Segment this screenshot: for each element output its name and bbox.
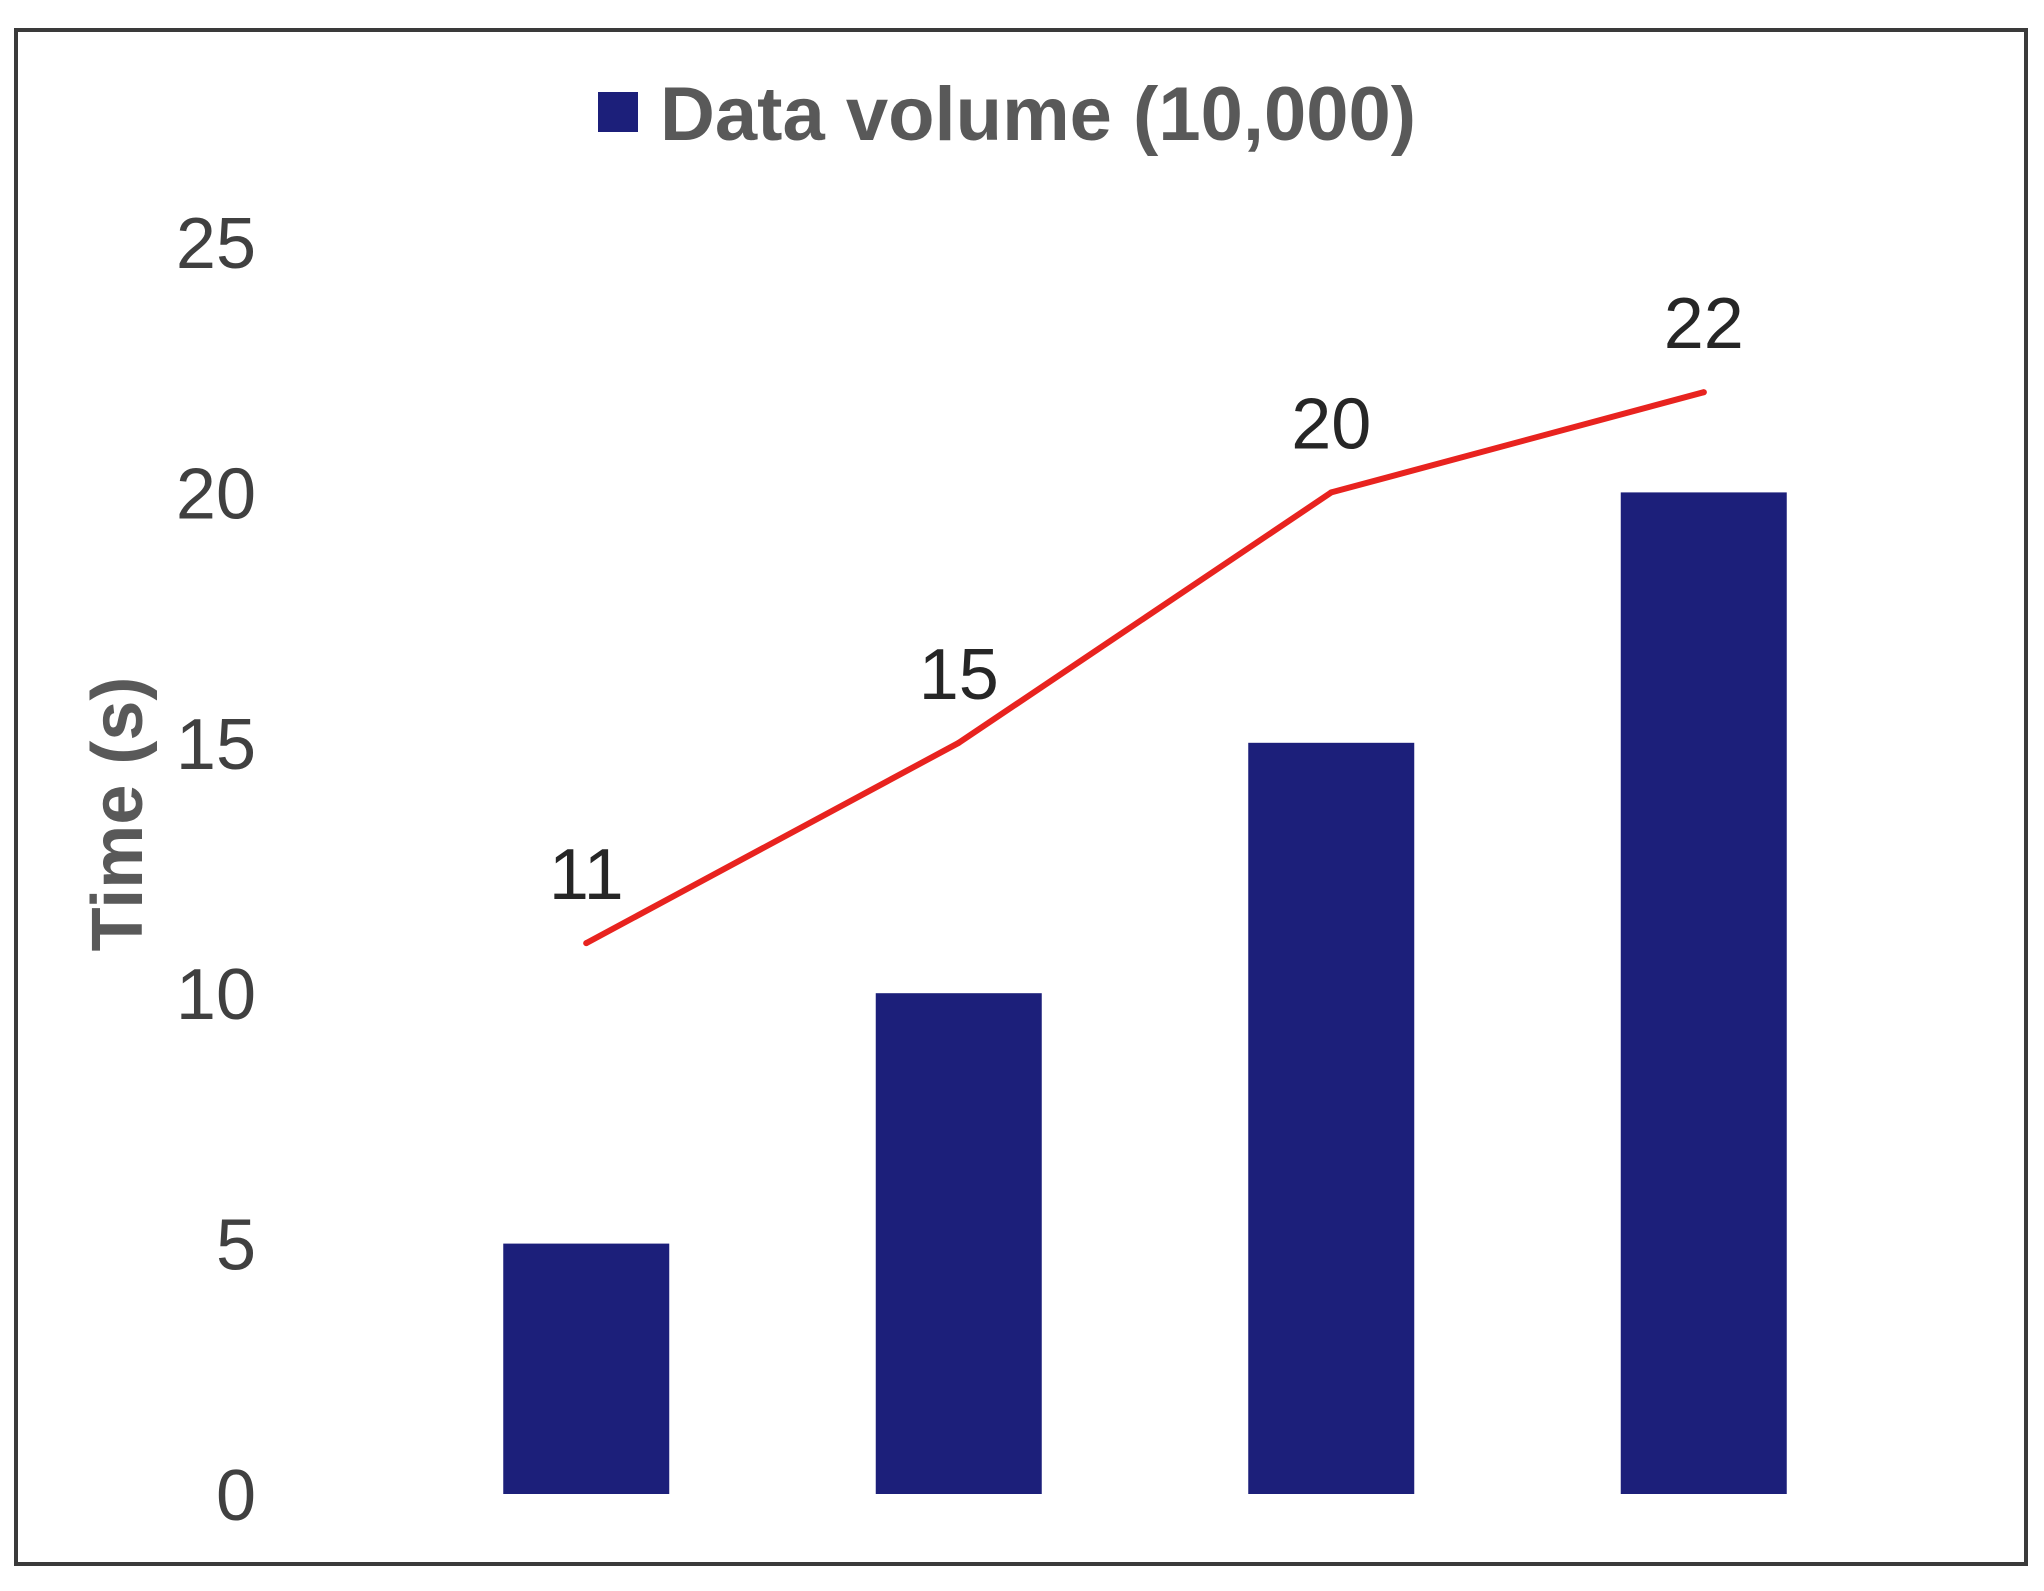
y-tick-label: 25	[176, 204, 256, 284]
y-tick-label: 15	[176, 705, 256, 785]
series-line	[583, 389, 1707, 947]
data-label: 11	[549, 835, 624, 915]
bar-series	[503, 492, 1787, 1494]
bar	[875, 993, 1042, 1494]
legend-label-data-volume: Data volume (10,000)	[660, 72, 1416, 157]
y-axis-ticks: 0 5 10 15 20 25	[176, 204, 256, 1536]
line-point	[955, 739, 962, 746]
y-tick-label: 5	[216, 1206, 256, 1286]
bar	[503, 1243, 670, 1494]
line-data-labels: 11 15 20 22	[549, 284, 1744, 915]
y-tick-label: 10	[176, 955, 256, 1035]
line-series	[583, 389, 1707, 947]
bar	[1620, 492, 1787, 1494]
line-point	[583, 940, 590, 947]
data-label: 22	[1664, 284, 1744, 364]
data-label: 15	[919, 635, 999, 715]
y-axis-title: Time (s)	[78, 677, 158, 952]
y-tick-label: 0	[216, 1456, 256, 1536]
y-tick-label: 20	[176, 454, 256, 534]
data-label: 20	[1291, 384, 1371, 464]
bar	[1248, 742, 1415, 1494]
line-point	[1328, 489, 1335, 496]
legend: Data volume (10,000)	[598, 72, 1416, 157]
line-point	[1700, 389, 1707, 396]
legend-swatch-data-volume	[598, 92, 638, 132]
